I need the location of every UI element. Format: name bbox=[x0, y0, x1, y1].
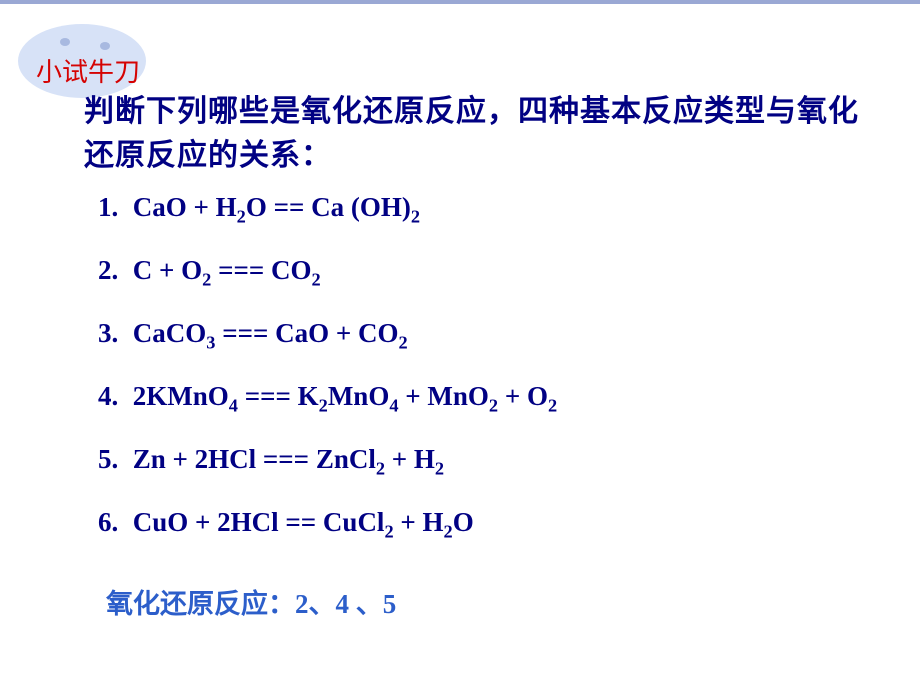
equation-item: 5. Zn + 2HCl === ZnCl2 + H2 bbox=[98, 442, 858, 477]
bubble-dot-icon bbox=[60, 38, 70, 46]
equation-item: 4. 2KMnO4 === K2MnO4 + MnO2 + O2 bbox=[98, 379, 858, 414]
answer-values: 2、4 、5 bbox=[295, 589, 396, 619]
equation-item: 6. CuO + 2HCl == CuCl2 + H2O bbox=[98, 505, 858, 540]
answer-line: 氧化还原反应：2、4 、5 bbox=[106, 582, 396, 621]
equation-item: 2. C + O2 === CO2 bbox=[98, 253, 858, 288]
equation-formula: CaCO3 === CaO + CO2 bbox=[133, 318, 408, 348]
equation-formula: C + O2 === CO2 bbox=[133, 255, 321, 285]
equation-number: 2. bbox=[98, 253, 126, 288]
top-border bbox=[0, 0, 920, 4]
equation-number: 1. bbox=[98, 190, 126, 225]
equation-number: 6. bbox=[98, 505, 126, 540]
slide-badge-title: 小试牛刀 bbox=[36, 52, 140, 89]
equation-number: 4. bbox=[98, 379, 126, 414]
equation-item: 1. CaO + H2O == Ca (OH)2 bbox=[98, 190, 858, 225]
equation-formula: Zn + 2HCl === ZnCl2 + H2 bbox=[133, 444, 444, 474]
answer-label: 氧化还原反应： bbox=[106, 589, 295, 619]
equation-item: 3. CaCO3 === CaO + CO2 bbox=[98, 316, 858, 351]
equation-list: 1. CaO + H2O == Ca (OH)2 2. C + O2 === C… bbox=[98, 190, 858, 569]
equation-formula: CuO + 2HCl == CuCl2 + H2O bbox=[133, 507, 474, 537]
equation-number: 3. bbox=[98, 316, 126, 351]
equation-number: 5. bbox=[98, 442, 126, 477]
slide-intro-text: 判断下列哪些是氧化还原反应，四种基本反应类型与氧化还原反应的关系： bbox=[84, 90, 864, 177]
equation-formula: 2KMnO4 === K2MnO4 + MnO2 + O2 bbox=[133, 381, 557, 411]
bubble-dot-icon bbox=[100, 42, 110, 50]
equation-formula: CaO + H2O == Ca (OH)2 bbox=[133, 192, 420, 222]
